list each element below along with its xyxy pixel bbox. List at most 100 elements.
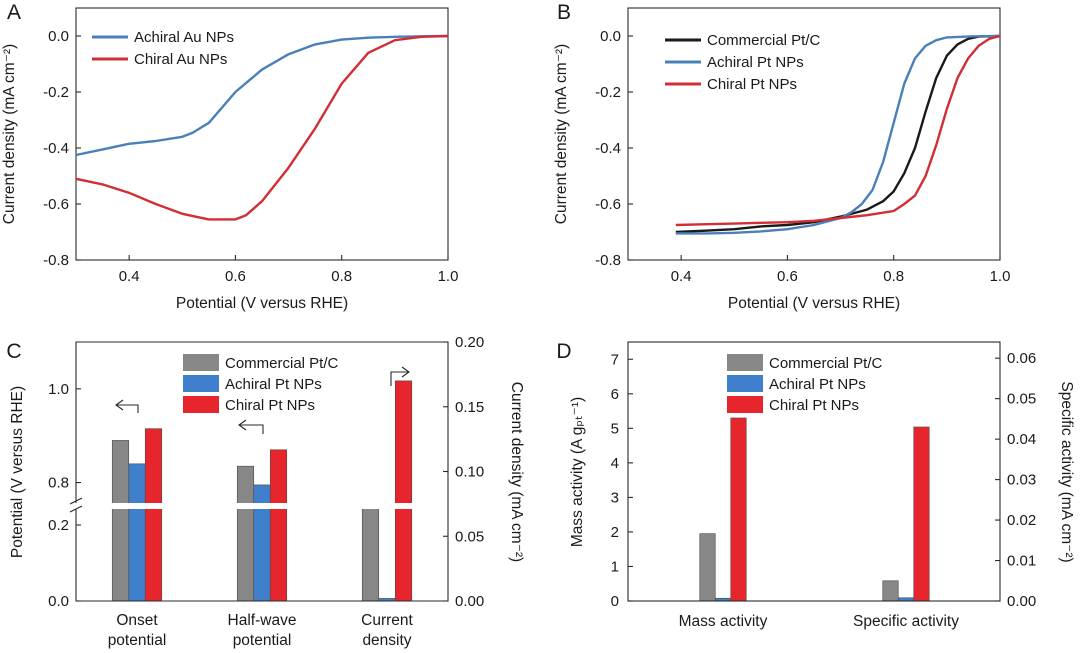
group-label: Onset potential: [108, 612, 167, 649]
axis-break-band: [68, 503, 456, 509]
group-label-line: potential: [233, 632, 292, 649]
group-label-line: Half-wave: [228, 612, 297, 629]
legend-label: Commercial Pt/C: [769, 355, 883, 372]
y-tick-label: -0.4: [43, 140, 69, 157]
legend-label: Achiral Pt NPs: [225, 376, 322, 393]
y-tick-label: -0.8: [595, 252, 621, 269]
x-tick-label: 0.6: [777, 268, 798, 285]
y-right-axis-title: Specific activity (mA cm⁻²): [1058, 381, 1075, 562]
y-right-tick-label: 0.00: [1007, 593, 1036, 610]
y-tick-label: 4: [611, 455, 619, 472]
y-tick-label: 0.2: [48, 517, 69, 534]
x-axis-title: Potential (V versus RHE): [728, 295, 900, 312]
y-tick-label: 1: [611, 558, 619, 575]
y-right-tick-label: 0.04: [1007, 431, 1036, 448]
y-right-tick-label: 0.10: [455, 464, 484, 481]
legend-swatch: [183, 396, 219, 413]
group-label-line: Current: [361, 612, 413, 629]
group-label-line: Onset: [116, 612, 158, 629]
bar: [699, 533, 716, 602]
y-right-tick-label: 0.20: [455, 334, 484, 351]
y-tick-label: -0.2: [43, 84, 69, 101]
axis-arrow-head: [401, 366, 410, 378]
legend-swatch: [183, 375, 219, 392]
group-label-line: Mass activity: [679, 613, 768, 630]
legend-swatch: [727, 396, 763, 413]
bar: [111, 440, 130, 602]
plot-frame: [627, 341, 1001, 602]
bar: [394, 380, 413, 602]
series-line: [75, 34, 449, 157]
panel-label: A: [7, 1, 21, 24]
group-label-line: Specific activity: [853, 613, 959, 630]
y-tick-label: 2: [611, 524, 619, 541]
group-label-line: potential: [108, 632, 167, 649]
bar: [144, 428, 163, 602]
y-axis-title: Current density (mA cm⁻²): [553, 44, 570, 224]
x-tick-label: 0.8: [883, 268, 904, 285]
bar: [128, 463, 146, 602]
x-tick-label: 0.8: [331, 268, 352, 285]
bar: [913, 426, 930, 602]
y-tick-label: -0.6: [595, 196, 621, 213]
group-label-line: density: [362, 632, 411, 649]
y-axis-title: Potential (V versus RHE): [9, 386, 26, 558]
group-label: Mass activity: [679, 613, 768, 630]
series-line: [675, 34, 1001, 235]
legend-swatch: [183, 354, 219, 371]
y-right-tick-label: 0.00: [455, 593, 484, 610]
bar: [269, 449, 288, 602]
bar: [236, 465, 255, 602]
x-tick-label: 0.6: [225, 268, 246, 285]
panel-label: D: [556, 340, 571, 363]
legend-label: Achiral Pt NPs: [707, 54, 804, 71]
legend-swatch: [727, 354, 763, 371]
y-tick-label: 0.0: [48, 593, 69, 610]
x-tick-label: 0.4: [671, 268, 692, 285]
legend-label: Achiral Pt NPs: [769, 376, 866, 393]
legend-label: Chiral Pt NPs: [769, 397, 859, 414]
bar: [253, 484, 271, 602]
y-tick-label: 3: [611, 489, 619, 506]
y-tick-label: 7: [611, 351, 619, 368]
y-right-tick-label: 0.06: [1007, 350, 1036, 367]
y-tick-label: -0.8: [43, 252, 69, 269]
bar: [730, 417, 747, 602]
axis-arrow: [117, 404, 139, 413]
y-axis-title: Mass activity (A gₚₜ⁻¹): [569, 397, 586, 547]
panel-label: C: [6, 340, 21, 363]
legend-swatch: [727, 375, 763, 392]
series-line: [675, 34, 1001, 227]
y-tick-label: 0: [611, 593, 619, 610]
panel-label: B: [557, 1, 571, 24]
plot-frame: [75, 7, 449, 261]
axis-arrow-head: [238, 419, 247, 431]
axis-arrow-head: [115, 399, 124, 411]
y-tick-label: 5: [611, 420, 619, 437]
y-tick-label: 0.0: [48, 28, 69, 45]
y-tick-label: 0.8: [48, 475, 69, 492]
y-tick-label: -0.6: [43, 196, 69, 213]
series-line: [75, 34, 449, 221]
y-right-tick-label: 0.02: [1007, 512, 1036, 529]
series-line: [675, 34, 1001, 234]
y-right-axis-title: Current density (mA cm⁻²): [508, 382, 525, 562]
bar: [882, 580, 899, 602]
y-tick-label: -0.4: [595, 140, 621, 157]
legend-label: Chiral Au NPs: [134, 51, 227, 68]
y-tick-label: 0.0: [600, 28, 621, 45]
group-label: Current density: [361, 612, 413, 649]
y-right-tick-label: 0.05: [455, 528, 484, 545]
y-right-tick-label: 0.15: [455, 399, 484, 416]
y-tick-label: 1.0: [48, 381, 69, 398]
legend-label: Achiral Au NPs: [134, 29, 234, 46]
group-label: Half-wave potential: [228, 612, 297, 649]
legend-label: Commercial Pt/C: [707, 32, 821, 49]
legend-label: Chiral Pt NPs: [225, 397, 315, 414]
x-axis-title: Potential (V versus RHE): [176, 295, 348, 312]
legend-label: Chiral Pt NPs: [707, 76, 797, 93]
y-tick-label: 6: [611, 386, 619, 403]
axis-arrow: [390, 371, 408, 386]
group-label: Specific activity: [853, 613, 959, 630]
